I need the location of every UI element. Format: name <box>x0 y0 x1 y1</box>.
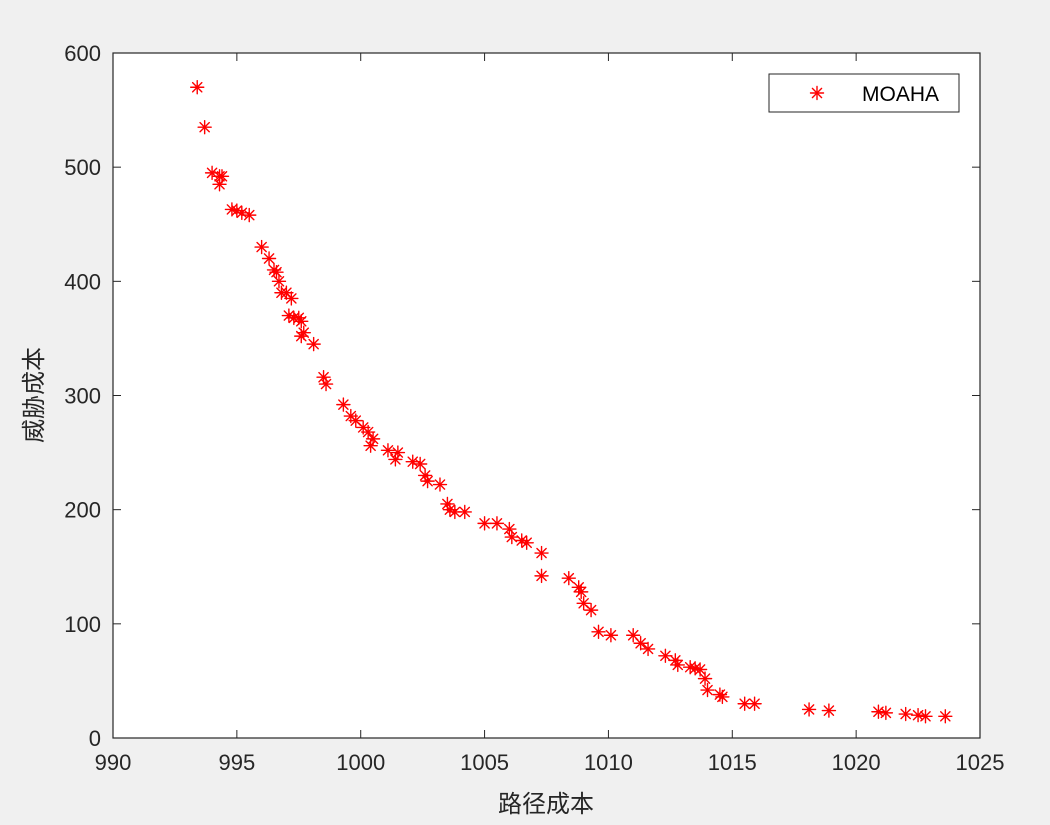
data-point <box>519 535 534 550</box>
data-point <box>269 265 284 280</box>
data-point <box>336 397 351 412</box>
data-point <box>420 473 435 489</box>
data-point <box>670 657 685 673</box>
data-point <box>457 504 472 520</box>
x-tick-label: 1005 <box>460 750 509 775</box>
data-point <box>489 516 505 531</box>
data-point <box>878 705 894 721</box>
data-point <box>504 529 520 545</box>
data-point <box>306 336 321 352</box>
data-point <box>261 251 277 266</box>
legend-marker-asterisk <box>809 85 825 101</box>
data-point <box>190 80 205 95</box>
data-point <box>633 636 648 651</box>
data-point <box>534 568 549 584</box>
y-tick-label: 0 <box>89 726 101 751</box>
data-point <box>561 570 576 586</box>
x-tick-label: 1015 <box>708 750 757 775</box>
data-point <box>692 662 708 677</box>
y-tick-label: 100 <box>64 612 101 637</box>
data-point <box>294 328 309 344</box>
legend: MOAHA <box>768 73 960 113</box>
legend-entry-label: MOAHA <box>862 83 939 106</box>
data-point <box>747 696 762 711</box>
data-point <box>715 689 730 705</box>
legend-box <box>768 73 960 113</box>
data-point <box>801 702 817 717</box>
data-point <box>254 239 269 255</box>
y-tick-label: 200 <box>64 498 101 523</box>
tick-labels: 990 995 1000 1005 1010 1015 1020 1025 0 100 200 300… <box>64 41 1004 775</box>
data-point <box>477 516 492 531</box>
data-point <box>363 438 378 453</box>
data-point <box>318 376 334 392</box>
data-point <box>687 661 703 676</box>
y-tick-label: 400 <box>64 269 101 294</box>
data-point <box>284 291 299 306</box>
x-tick-label: 1025 <box>956 750 1005 775</box>
data-point <box>700 682 715 698</box>
x-tick-label: 1010 <box>584 750 633 775</box>
data-point <box>405 454 420 469</box>
data-point <box>229 203 245 218</box>
y-axis-label: 威胁成本 <box>20 347 48 443</box>
legend-marker <box>809 85 825 101</box>
data-point <box>271 274 287 289</box>
plot-area <box>112 52 981 739</box>
data-point <box>197 120 212 135</box>
data-point <box>898 706 913 722</box>
data-point <box>640 641 656 657</box>
x-tick-label: 1000 <box>336 750 385 775</box>
x-tick-label: 995 <box>218 750 255 775</box>
data-point <box>821 703 837 718</box>
data-point <box>442 502 458 517</box>
data-point <box>534 545 549 561</box>
data-point <box>212 177 227 192</box>
data-point <box>432 477 448 492</box>
x-axis-label: 路径成本 <box>498 790 594 818</box>
data-point <box>938 709 953 724</box>
data-point <box>871 704 886 719</box>
data-point <box>918 709 933 724</box>
data-point <box>583 602 599 618</box>
y-tick-label: 300 <box>64 384 101 409</box>
x-tick-label: 990 <box>95 750 132 775</box>
x-tick-label: 1020 <box>832 750 881 775</box>
data-point <box>388 452 403 467</box>
data-point <box>286 310 302 326</box>
data-point <box>242 207 257 223</box>
data-points <box>190 80 953 724</box>
data-point <box>603 628 619 643</box>
data-point <box>440 496 455 512</box>
data-point <box>697 671 713 686</box>
data-point <box>591 624 606 640</box>
data-point <box>360 424 376 440</box>
y-tick-label: 500 <box>64 155 101 180</box>
data-point <box>573 584 589 600</box>
data-point <box>502 521 517 537</box>
tick-marks <box>112 52 981 739</box>
data-point <box>658 648 673 663</box>
data-point <box>380 443 396 458</box>
y-tick-label: 600 <box>64 41 101 66</box>
data-point <box>412 456 428 472</box>
